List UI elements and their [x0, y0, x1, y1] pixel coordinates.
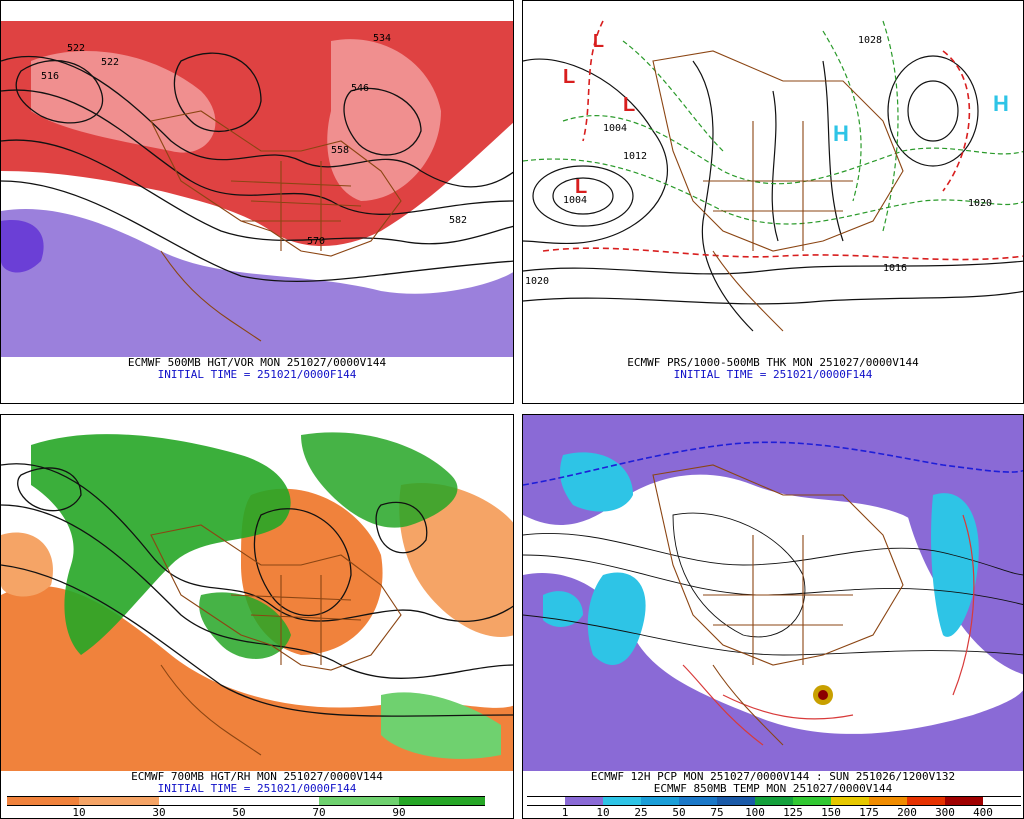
- precip-area: [543, 591, 583, 627]
- caption-line2: INITIAL TIME = 251021/0000F144: [673, 368, 873, 381]
- contour-label: 534: [373, 33, 391, 44]
- contour-label: 1016: [883, 263, 907, 274]
- caption-line2: INITIAL TIME = 251021/0000F144: [157, 368, 357, 381]
- legend-tick: 125: [783, 806, 803, 819]
- legend-swatch: [983, 796, 1021, 806]
- legend-tick: 70: [312, 806, 326, 819]
- contour-label: 1004: [563, 195, 587, 206]
- contour-label: 582: [449, 215, 467, 226]
- caption-line1: ECMWF PRS/1000-500MB THK MON 251027/0000…: [627, 356, 919, 369]
- moist-area: [31, 434, 291, 655]
- caption-line1: ECMWF 500MB HGT/VOR MON 251027/0000V144: [127, 356, 387, 369]
- caption-line1: ECMWF 700MB HGT/RH MON 251027/0000V144: [131, 770, 383, 783]
- legend-tick: 300: [935, 806, 955, 819]
- neg-vort-area: [1, 220, 44, 273]
- high-pressure-symbol: H: [993, 91, 1009, 116]
- legend-tick: 30: [152, 806, 166, 819]
- low-pressure-symbol: L: [593, 31, 604, 51]
- low-pressure-symbol: L: [563, 66, 575, 88]
- legend-tick: 200: [897, 806, 917, 819]
- pcp-legend: 1 10 25 50 75 100 125 150 175 200 300 40…: [527, 796, 1021, 819]
- legend-swatch: [755, 796, 793, 806]
- moist-area: [301, 432, 458, 528]
- legend-tick: 150: [821, 806, 841, 819]
- legend-swatch: [319, 796, 399, 806]
- high-pressure-symbol: H: [833, 121, 849, 146]
- contour-label: 1028: [858, 35, 882, 46]
- legend-swatch: [907, 796, 945, 806]
- legend-tick: 10: [596, 806, 610, 819]
- caption-line2: INITIAL TIME = 251021/0000F144: [157, 782, 357, 795]
- legend-swatch: [565, 796, 603, 806]
- pos-vort-area: [31, 51, 216, 153]
- legend-swatch: [945, 796, 983, 806]
- contour-label: 1004: [603, 123, 627, 134]
- legend-tick: 25: [634, 806, 648, 819]
- moist-area: [199, 592, 291, 659]
- map-prs-thk: L L L L H H 1004 1012 1020 1020 1028 101…: [523, 1, 1023, 357]
- legend-swatch: [679, 796, 717, 806]
- contour-label: 1020: [525, 276, 549, 287]
- rh-legend: 10 30 50 70 90: [7, 796, 485, 819]
- contour-label: 558: [331, 145, 349, 156]
- legend-swatch: [793, 796, 831, 806]
- panel-700mb-hgt-rh: ECMWF 700MB HGT/RH MON 251027/0000V144 I…: [0, 414, 514, 819]
- neg-vort-area: [1, 209, 513, 357]
- legend-swatch: [603, 796, 641, 806]
- legend-swatch: [399, 796, 485, 806]
- legend-tick: 50: [232, 806, 246, 819]
- moist-area: [381, 692, 501, 759]
- contour-label: 516: [41, 71, 59, 82]
- legend-tick: 100: [745, 806, 765, 819]
- precip-area: [523, 415, 1023, 552]
- pos-vort-area: [327, 39, 441, 201]
- contour-label: 1012: [623, 151, 647, 162]
- panel-pcp-temp: ECMWF 12H PCP MON 251027/0000V144 : SUN …: [522, 414, 1024, 819]
- contour-label: 546: [351, 83, 369, 94]
- low-pressure-symbol: L: [623, 94, 635, 116]
- legend-tick: 10: [72, 806, 86, 819]
- legend-swatch: [869, 796, 907, 806]
- dry-area: [399, 483, 513, 637]
- precip-area: [560, 452, 633, 512]
- precip-area: [523, 573, 1023, 771]
- contour-label: 1020: [968, 198, 992, 209]
- map-700mb: [1, 415, 513, 771]
- caption-line1: ECMWF 12H PCP MON 251027/0000V144 : SUN …: [590, 770, 956, 783]
- caption-line2: ECMWF 850MB TEMP MON 251027/0000V144: [653, 782, 893, 795]
- map-500mb: 522 522 534 546 558 582 570 516: [1, 1, 513, 357]
- panel-prs-thk: L L L L H H 1004 1012 1020 1020 1028 101…: [522, 0, 1024, 404]
- contour-label: 570: [307, 236, 325, 247]
- low-pressure-symbol: L: [575, 176, 587, 198]
- legend-swatch: [527, 796, 565, 806]
- precip-area: [587, 572, 646, 665]
- legend-swatch: [159, 796, 319, 806]
- legend-swatch: [641, 796, 679, 806]
- contour-label: 522: [67, 43, 85, 54]
- legend-tick: 400: [973, 806, 993, 819]
- dry-area: [1, 532, 53, 597]
- legend-swatch: [717, 796, 755, 806]
- panel-500mb-hgt-vor: 522 522 534 546 558 582 570 516 ECMWF 50…: [0, 0, 514, 404]
- legend-tick: 175: [859, 806, 879, 819]
- legend-tick: 50: [672, 806, 686, 819]
- legend-swatch: [7, 796, 79, 806]
- legend-tick: 75: [710, 806, 724, 819]
- legend-tick: 90: [392, 806, 406, 819]
- map-pcp-temp: [523, 415, 1023, 771]
- legend-tick: 1: [561, 806, 569, 819]
- legend-swatch: [79, 796, 159, 806]
- contour-label: 522: [101, 57, 119, 68]
- legend-swatch: [831, 796, 869, 806]
